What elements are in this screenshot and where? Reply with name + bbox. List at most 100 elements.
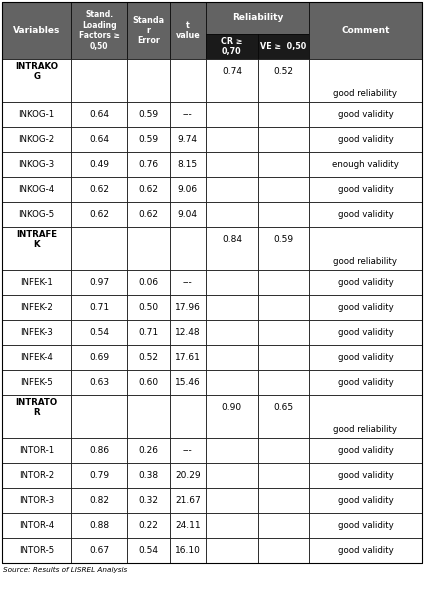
Text: INTRAKO
G: INTRAKO G bbox=[15, 62, 58, 81]
Bar bbox=[309, 270, 422, 295]
Bar bbox=[170, 295, 206, 320]
Bar bbox=[206, 127, 257, 152]
Text: 0.22: 0.22 bbox=[138, 521, 158, 530]
Text: 0.62: 0.62 bbox=[138, 210, 158, 219]
Bar bbox=[257, 438, 309, 463]
Bar bbox=[206, 538, 257, 563]
Text: good validity: good validity bbox=[338, 303, 393, 312]
Bar bbox=[309, 438, 422, 463]
Text: good validity: good validity bbox=[338, 496, 393, 505]
Text: ---: --- bbox=[183, 110, 193, 119]
Bar bbox=[2, 463, 71, 488]
Bar bbox=[170, 395, 206, 438]
Bar bbox=[2, 513, 71, 538]
Bar bbox=[257, 127, 309, 152]
Bar bbox=[127, 227, 170, 270]
Bar bbox=[309, 102, 422, 127]
Bar bbox=[170, 177, 206, 202]
Text: INFEK-5: INFEK-5 bbox=[20, 378, 53, 387]
Text: good validity: good validity bbox=[338, 278, 393, 287]
Bar bbox=[71, 538, 127, 563]
Bar bbox=[170, 127, 206, 152]
Text: good validity: good validity bbox=[338, 446, 393, 455]
Bar bbox=[309, 295, 422, 320]
Text: 17.96: 17.96 bbox=[175, 303, 201, 312]
Bar bbox=[71, 227, 127, 270]
Text: INFEK-1: INFEK-1 bbox=[20, 278, 53, 287]
Bar bbox=[206, 438, 257, 463]
Text: 0.54: 0.54 bbox=[89, 328, 109, 337]
Text: INTRATO
R: INTRATO R bbox=[16, 398, 58, 417]
Bar bbox=[2, 102, 71, 127]
Text: 0.88: 0.88 bbox=[89, 521, 109, 530]
Text: 0.26: 0.26 bbox=[138, 446, 158, 455]
Text: good reliability: good reliability bbox=[334, 425, 397, 434]
Text: VE ≥  0,50: VE ≥ 0,50 bbox=[260, 42, 307, 51]
Text: Stand.
Loading
Factors ≥
0,50: Stand. Loading Factors ≥ 0,50 bbox=[79, 10, 120, 51]
Text: INTOR-1: INTOR-1 bbox=[19, 446, 54, 455]
Bar bbox=[257, 513, 309, 538]
Bar bbox=[127, 488, 170, 513]
Text: 0.90: 0.90 bbox=[222, 403, 242, 412]
Text: good reliability: good reliability bbox=[334, 257, 397, 266]
Text: CR ≥
0,70: CR ≥ 0,70 bbox=[221, 37, 243, 56]
Text: 24.11: 24.11 bbox=[175, 521, 201, 530]
Bar bbox=[206, 102, 257, 127]
Text: 0.63: 0.63 bbox=[89, 378, 109, 387]
Bar bbox=[71, 127, 127, 152]
Bar bbox=[170, 152, 206, 177]
Bar bbox=[71, 152, 127, 177]
Text: INTRAFE
K: INTRAFE K bbox=[16, 230, 57, 249]
Bar bbox=[257, 227, 309, 270]
Bar bbox=[71, 320, 127, 345]
Bar bbox=[170, 488, 206, 513]
Text: ---: --- bbox=[183, 278, 193, 287]
Bar bbox=[309, 463, 422, 488]
Bar bbox=[170, 370, 206, 395]
Text: 20.29: 20.29 bbox=[175, 471, 201, 480]
Text: INKOG-4: INKOG-4 bbox=[19, 185, 55, 194]
Bar bbox=[309, 513, 422, 538]
Bar bbox=[206, 2, 309, 34]
Bar bbox=[206, 227, 257, 270]
Bar bbox=[257, 538, 309, 563]
Bar bbox=[257, 488, 309, 513]
Bar bbox=[170, 463, 206, 488]
Text: INKOG-5: INKOG-5 bbox=[19, 210, 55, 219]
Text: INFEK-2: INFEK-2 bbox=[20, 303, 53, 312]
Bar bbox=[71, 202, 127, 227]
Bar bbox=[309, 177, 422, 202]
Text: INTOR-4: INTOR-4 bbox=[19, 521, 54, 530]
Text: 0.32: 0.32 bbox=[138, 496, 158, 505]
Text: good validity: good validity bbox=[338, 378, 393, 387]
Text: 0.74: 0.74 bbox=[222, 67, 242, 76]
Text: ---: --- bbox=[183, 446, 193, 455]
Bar bbox=[127, 395, 170, 438]
Text: 0.79: 0.79 bbox=[89, 471, 109, 480]
Bar bbox=[206, 463, 257, 488]
Text: Comment: Comment bbox=[341, 26, 390, 35]
Text: 0.59: 0.59 bbox=[138, 135, 159, 144]
Bar bbox=[2, 152, 71, 177]
Bar bbox=[127, 2, 170, 59]
Bar bbox=[71, 463, 127, 488]
Bar bbox=[257, 152, 309, 177]
Bar bbox=[257, 320, 309, 345]
Bar bbox=[257, 102, 309, 127]
Bar bbox=[127, 202, 170, 227]
Bar bbox=[2, 270, 71, 295]
Bar bbox=[2, 538, 71, 563]
Text: good validity: good validity bbox=[338, 185, 393, 194]
Text: 0.52: 0.52 bbox=[138, 353, 158, 362]
Bar bbox=[71, 395, 127, 438]
Bar bbox=[127, 59, 170, 102]
Bar bbox=[309, 320, 422, 345]
Text: 12.48: 12.48 bbox=[175, 328, 201, 337]
Bar bbox=[206, 370, 257, 395]
Bar bbox=[309, 227, 422, 270]
Text: 0.64: 0.64 bbox=[89, 135, 109, 144]
Bar bbox=[309, 488, 422, 513]
Bar bbox=[206, 488, 257, 513]
Bar bbox=[127, 270, 170, 295]
Text: 0.54: 0.54 bbox=[138, 546, 158, 555]
